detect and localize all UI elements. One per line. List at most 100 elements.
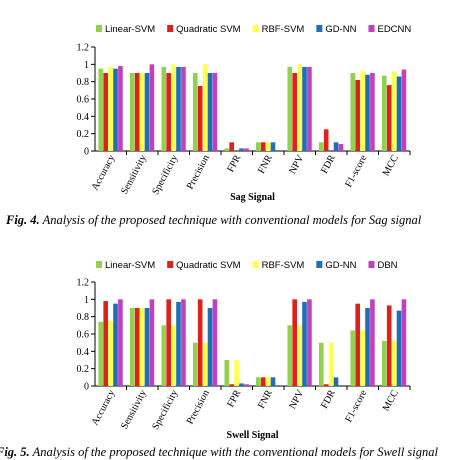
bar-5-3 (270, 377, 276, 386)
bar-5-1 (260, 377, 266, 386)
caption-text-swell: Analysis of the proposed technique with … (32, 445, 438, 459)
bar-1-4 (149, 299, 155, 386)
bar-6-2 (297, 325, 302, 386)
bar-4-3 (239, 148, 244, 151)
bar-9-4 (401, 299, 407, 386)
figure-caption-swell: Fig. 5. Analysis of the proposed techniq… (0, 445, 470, 460)
x-tick-label-1: Sensitivity (119, 388, 149, 431)
bar-8-2 (360, 330, 365, 386)
bar-2-4 (181, 299, 186, 386)
bar-8-1 (355, 79, 360, 151)
bar-3-0 (192, 73, 198, 151)
y-tick-label-6: 1.2 (77, 278, 90, 289)
y-tick-label-0: 0 (84, 382, 89, 393)
x-tick-label-7: FDR (319, 388, 338, 411)
bar-0-1 (103, 301, 108, 386)
x-tick-label-9: MCC (381, 153, 401, 178)
bar-1-3 (144, 73, 150, 151)
bar-1-0 (129, 308, 135, 386)
caption-label-sag: Fig. 4. (6, 213, 40, 227)
bar-4-2 (234, 360, 239, 386)
y-tick-label-5: 1 (84, 60, 89, 71)
bar-9-2 (391, 340, 397, 386)
legend-swatch-2 (252, 261, 259, 268)
x-tick-label-0: Accuracy (90, 388, 118, 427)
bar-9-3 (396, 76, 402, 151)
chart-panel-swell: Linear-SVM Quadratic SVM RBF-SVM GD-NN DBN 0 0… (0, 246, 474, 442)
bar-4-3 (239, 383, 244, 386)
legend-swatch-4 (368, 261, 375, 268)
bar-4-0 (224, 360, 230, 386)
y-tick-label-4: 0.8 (77, 77, 90, 88)
bar-6-0 (287, 66, 293, 151)
bar-8-0 (350, 330, 356, 386)
y-tick-label-5: 1 (84, 295, 89, 306)
bar-5-2 (265, 142, 271, 151)
bar-6-2 (297, 64, 302, 151)
y-tick-label-4: 0.8 (77, 312, 90, 323)
bar-3-2 (202, 342, 208, 386)
bar-6-4 (307, 299, 312, 386)
bar-7-2 (328, 342, 334, 386)
bar-8-0 (350, 73, 356, 151)
bar-7-0 (318, 142, 324, 151)
x-tick-label-7: FDR (319, 153, 338, 176)
x-tick-label-4: FPR (225, 388, 243, 409)
legend-label-2: RBF-SVM (262, 24, 305, 35)
bar-1-1 (134, 308, 140, 386)
bar-2-0 (161, 325, 167, 386)
bar-1-2 (139, 73, 145, 151)
figure-caption-sag: Fig. 4. Analysis of the proposed techniq… (6, 213, 474, 228)
y-tick-label-2: 0.4 (77, 112, 90, 123)
bar-1-4 (149, 64, 155, 151)
bar-9-0 (381, 340, 387, 386)
bar-2-3 (176, 301, 181, 386)
bar-3-4 (212, 299, 218, 386)
bar-2-3 (176, 66, 181, 151)
chart-swell: Linear-SVM Quadratic SVM RBF-SVM GD-NN DBN 0 0… (77, 260, 411, 441)
bar-8-2 (360, 71, 365, 151)
legend-label-4: DBN (377, 260, 397, 271)
bar-4-0 (224, 148, 230, 151)
bar-6-4 (307, 66, 312, 151)
bar-3-3 (207, 308, 213, 386)
bar-9-3 (396, 310, 402, 386)
bar-2-0 (161, 66, 167, 151)
bar-0-0 (98, 321, 104, 386)
bar-4-4 (244, 148, 249, 151)
x-tick-label-8: F1-score (343, 153, 369, 190)
chart-sag: Linear-SVM Quadratic SVM RBF-SVM GD-NN EDCNN… (77, 24, 412, 203)
legend-swatch-2 (252, 25, 259, 32)
bar-3-3 (207, 73, 213, 151)
bar-8-3 (365, 74, 370, 151)
bar-8-4 (370, 73, 375, 151)
legend-label-0: Linear-SVM (105, 260, 155, 271)
bar-6-3 (302, 301, 307, 386)
bar-5-3 (270, 142, 276, 151)
legend-swatch-0 (96, 261, 102, 268)
x-tick-label-6: NPV (287, 153, 306, 177)
caption-text-sag: Analysis of the proposed technique with … (42, 213, 422, 227)
bar-5-2 (265, 377, 271, 386)
bar-4-4 (244, 384, 249, 386)
x-tick-label-3: Precision (185, 153, 212, 191)
x-tick-label-5: FNR (256, 153, 275, 176)
legend-swatch-0 (96, 25, 102, 32)
x-tick-label-2: Specificity (150, 153, 180, 196)
x-axis-title: Swell Signal (227, 430, 279, 441)
bar-3-1 (197, 299, 203, 386)
x-axis-title: Sag Signal (230, 192, 275, 203)
x-tick-label-3: Precision (185, 388, 212, 426)
legend-swatch-1 (167, 261, 174, 268)
bar-6-3 (302, 66, 307, 151)
y-tick-label-1: 0.2 (77, 364, 90, 375)
bar-9-0 (381, 75, 387, 151)
y-tick-label-3: 0.6 (77, 95, 90, 106)
bar-6-1 (292, 73, 297, 151)
legend-label-2: RBF-SVM (262, 260, 305, 271)
bar-7-3 (333, 377, 339, 386)
bar-5-1 (260, 142, 266, 151)
x-tick-label-8: F1-score (343, 388, 369, 425)
bar-3-2 (202, 64, 208, 151)
legend-label-1: Quadratic SVM (176, 24, 240, 35)
